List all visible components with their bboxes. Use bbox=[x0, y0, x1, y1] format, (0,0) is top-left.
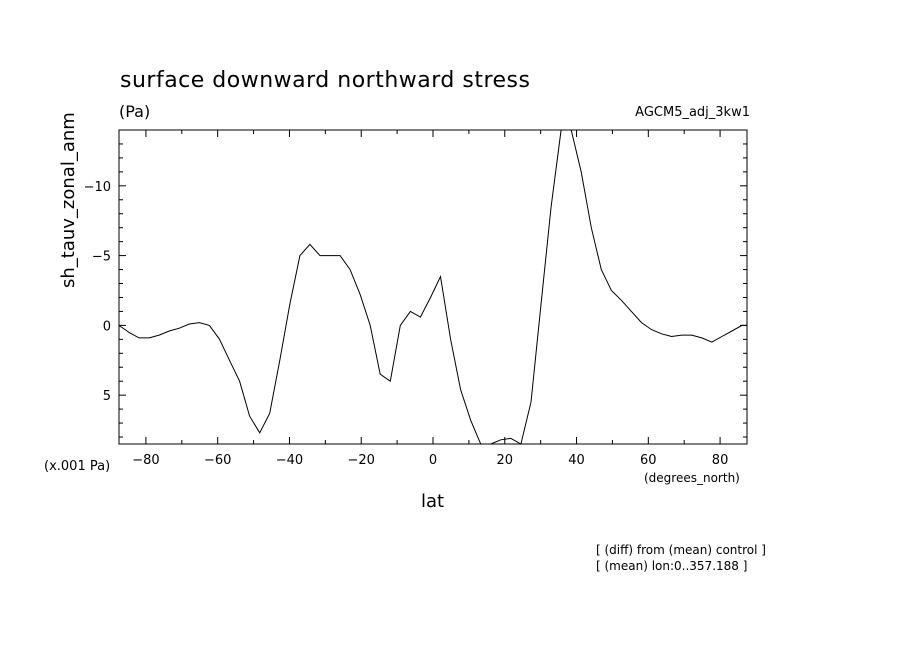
x-axis-label: lat bbox=[421, 491, 445, 512]
x-tick-label: 0 bbox=[429, 453, 437, 468]
x-tick-label: −80 bbox=[132, 453, 159, 468]
y-tick-label: 5 bbox=[103, 389, 111, 404]
x-tick-label: 60 bbox=[640, 453, 657, 468]
data-line bbox=[118, 129, 747, 445]
y-scale-note: (x.001 Pa) bbox=[44, 459, 111, 474]
chart-title: surface downward northward stress bbox=[120, 68, 531, 93]
y-tick-label: −5 bbox=[92, 250, 111, 265]
x-tick-label: 40 bbox=[568, 453, 585, 468]
note-mean: [ (mean) lon:0..357.188 ] bbox=[596, 559, 748, 573]
model-label: AGCM5_adj_3kw1 bbox=[635, 105, 750, 120]
x-units-label: (degrees_north) bbox=[644, 471, 740, 485]
axis-ticks: −80 −60 −40 −20 0 20 40 60 80 −10 −5 0 5 bbox=[84, 129, 747, 468]
x-tick-label: −20 bbox=[348, 453, 375, 468]
y-tick-label: −10 bbox=[84, 180, 111, 195]
plot-frame bbox=[118, 129, 748, 445]
x-tick-label: 80 bbox=[712, 453, 729, 468]
y-tick-label: 0 bbox=[103, 319, 111, 334]
x-tick-label: 20 bbox=[496, 453, 513, 468]
note-diff: [ (diff) from (mean) control ] bbox=[596, 543, 766, 557]
units-label: (Pa) bbox=[119, 102, 151, 121]
x-tick-label: −60 bbox=[204, 453, 231, 468]
x-tick-label: −40 bbox=[276, 453, 303, 468]
